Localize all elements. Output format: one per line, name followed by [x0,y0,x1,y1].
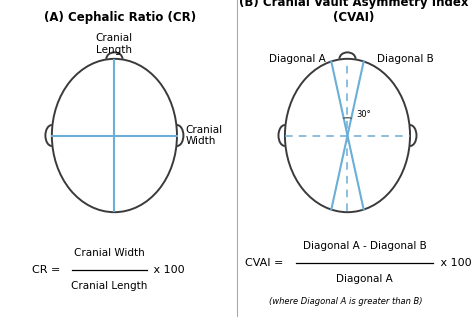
Text: Diagonal A: Diagonal A [269,55,326,64]
Text: Diagonal B: Diagonal B [377,55,434,64]
Text: CR =: CR = [32,265,64,275]
Text: Cranial Width: Cranial Width [74,248,145,258]
Text: Diagonal A: Diagonal A [336,274,393,284]
Title: (B) Cranial Vault Asymmetry Index
(CVAI): (B) Cranial Vault Asymmetry Index (CVAI) [239,0,468,24]
Text: x 100: x 100 [150,265,185,275]
Text: x 100: x 100 [437,258,472,268]
Text: 30°: 30° [356,110,371,119]
Text: (where Diagonal A is greater than B): (where Diagonal A is greater than B) [269,297,423,306]
Text: Cranial Length: Cranial Length [71,281,147,291]
Text: Diagonal A - Diagonal B: Diagonal A - Diagonal B [303,241,427,251]
Text: Cranial
Length: Cranial Length [96,33,133,55]
Text: Cranial
Width: Cranial Width [185,125,223,146]
Title: (A) Cephalic Ratio (CR): (A) Cephalic Ratio (CR) [45,11,197,24]
Text: CVAI =: CVAI = [245,258,287,268]
